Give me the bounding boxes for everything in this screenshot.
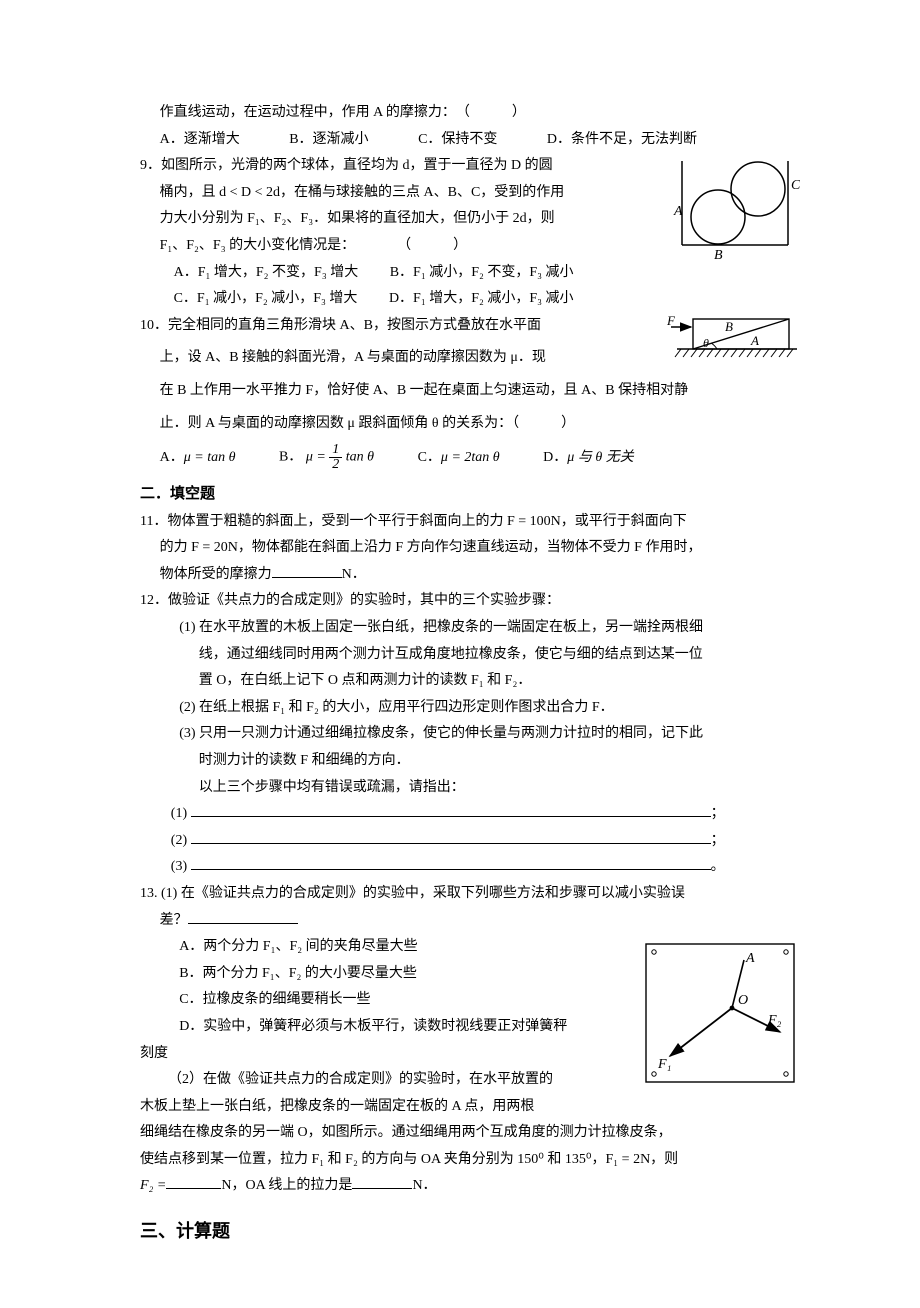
q8-opt-c[interactable]: C．保持不变	[418, 127, 497, 154]
q9-opts-row1: A．F₁ 增大，F₂ 不变，F₃ 增大 B．F₁ 减小，F₂ 不变，F₃ 减小	[174, 260, 800, 287]
q11-l1: 11．物体置于粗糙的斜面上，受到一个平行于斜面向上的力 F = 100N，或平行…	[140, 509, 800, 536]
q10-opt-a[interactable]: A．μ = tan θ	[160, 445, 236, 472]
q8-tail: 作直线运动，在运动过程中，作用 A 的摩擦力： （ ）	[160, 100, 800, 127]
q12-s1a: (1) 在水平放置的木板上固定一张白纸，把橡皮条的一端固定在板上，另一端拴两根细	[179, 615, 800, 642]
q9-opts-row2: C．F₁ 减小，F₂ 减小，F₃ 增大 D．F₁ 增大，F₂ 减小，F₃ 减小	[174, 286, 800, 313]
q13-p2c: 细绳结在橡皮条的另一端 O，如图所示。通过细绳用两个互成角度的测力计拉橡皮条，	[140, 1120, 800, 1147]
q10-fig-f: F	[666, 313, 676, 328]
q13-l1b: 差？	[160, 908, 800, 935]
q8-opt-a[interactable]: A．逐渐增大	[160, 127, 240, 154]
q12-s1c: 置 O，在白纸上记下 O 点和两测力计的读数 F₁ 和 F₂．	[199, 668, 800, 695]
q10-opt-d[interactable]: D．μ 与 θ 无关	[543, 445, 634, 472]
q13-p2e: F₂ =N，OA 线上的拉力是N．	[140, 1173, 800, 1200]
q9-fig-b: B	[714, 248, 723, 263]
q12-s3b: 时测力计的读数 F 和细绳的方向．	[199, 748, 800, 775]
q9: A B C 9．如图所示，光滑的两个球体，直径均为 d，置于一直径为 D 的圆 …	[140, 153, 800, 313]
q10-l3: 在 B 上作用一水平推力 F，恰好使 A、B 一起在桌面上匀速运动，且 A、B …	[160, 378, 800, 405]
q10-fig-a: A	[750, 333, 759, 348]
q9-figure: A B C	[670, 153, 800, 263]
q12: 12．做验证《共点力的合成定则》的实验时，其中的三个实验步骤： (1) 在水平放…	[140, 588, 800, 881]
q13-fig-a: A	[745, 951, 755, 966]
q9-opt-d[interactable]: D．F₁ 增大，F₂ 减小，F₃ 减小	[389, 286, 574, 313]
q10-opt-b[interactable]: B． μ = 12 tan θ	[279, 443, 374, 472]
q12-head: 12．做验证《共点力的合成定则》的实验时，其中的三个实验步骤：	[140, 588, 800, 615]
q11: 11．物体置于粗糙的斜面上，受到一个平行于斜面向上的力 F = 100N，或平行…	[140, 509, 800, 589]
q13-blank-f2[interactable]	[166, 1174, 221, 1189]
q12-blank2-line[interactable]	[191, 829, 711, 844]
q13: 13. (1) 在《验证共点力的合成定则》的实验中，采取下列哪些方法和步骤可以减…	[140, 881, 800, 1200]
q12-blank1-line[interactable]	[191, 802, 711, 817]
q13-l1: 13. (1) 在《验证共点力的合成定则》的实验中，采取下列哪些方法和步骤可以减…	[140, 881, 800, 908]
q9-fig-a: A	[673, 204, 683, 219]
q8-opt-d[interactable]: D．条件不足，无法判断	[547, 127, 697, 154]
q9-fig-c: C	[791, 178, 800, 193]
q13-fig-f2: F₂	[767, 1013, 782, 1028]
section-3-title: 三、计算题	[140, 1214, 800, 1248]
q12-s2: (2) 在纸上根据 F₁ 和 F₂ 的大小，应用平行四边形定则作图求出合力 F．	[179, 695, 800, 722]
q13-fig-f1: F₁	[657, 1057, 671, 1072]
q10-fig-b: B	[725, 319, 733, 334]
q13-p1-blank[interactable]	[188, 909, 298, 924]
q12-blank3-line[interactable]	[191, 855, 711, 870]
q11-l2: 的力 F = 20N，物体都能在斜面上沿力 F 方向作匀速直线运动，当物体不受力…	[160, 535, 800, 562]
q12-s1b: 线，通过细线同时用两个测力计互成角度地拉橡皮条，使它与细的结点到达某一位	[199, 642, 800, 669]
q12-blank2: (2) ；	[171, 828, 800, 855]
q11-blank[interactable]	[272, 563, 342, 578]
q12-s3a: (3) 只用一只测力计通过细绳拉橡皮条，使它的伸长量与两测力计拉时的相同，记下此	[179, 721, 800, 748]
q8-opt-b[interactable]: B．逐渐减小	[289, 127, 368, 154]
q13-fig-o: O	[738, 993, 748, 1008]
q10-fig-theta: θ	[703, 336, 709, 350]
section-2-title: 二．填空题	[140, 480, 800, 509]
q13-p2b: 木板上垫上一张白纸，把橡皮条的一端固定在板的 A 点，用两根	[140, 1094, 800, 1121]
q13-blank-oa[interactable]	[352, 1174, 412, 1189]
q12-blank1: (1) ；	[171, 801, 800, 828]
q10-opts: A．μ = tan θ B． μ = 12 tan θ C．μ = 2tan θ…	[160, 443, 800, 472]
q10-l4: 止．则 A 与桌面的动摩擦因数 μ 跟斜面倾角 θ 的关系为：（ ）	[160, 411, 800, 438]
q9-opt-c[interactable]: C．F₁ 减小，F₂ 减小，F₃ 增大	[174, 286, 358, 313]
q8-text: 作直线运动，在运动过程中，作用 A 的摩擦力： （ ）	[160, 105, 526, 120]
q11-l3: 物体所受的摩擦力N．	[160, 562, 800, 589]
q12-blank3: (3) 。	[171, 854, 800, 881]
q10-figure: F B A θ	[665, 313, 800, 368]
q10: F B A θ 10．完全相同的直角三角形滑块 A、B，按图示方式叠放在水平面 …	[140, 313, 800, 472]
q9-opt-b[interactable]: B．F₁ 减小，F₂ 不变，F₃ 减小	[390, 260, 574, 287]
q13-p2d: 使结点移到某一位置，拉力 F₁ 和 F₂ 的方向与 OA 夹角分别为 150⁰ …	[140, 1147, 800, 1174]
q10-opt-c[interactable]: C．μ = 2tan θ	[418, 445, 500, 472]
q13-figure: A O F₁ F₂	[640, 938, 800, 1088]
q9-opt-a[interactable]: A．F₁ 增大，F₂ 不变，F₃ 增大	[174, 260, 359, 287]
q12-tail: 以上三个步骤中均有错误或疏漏，请指出：	[199, 775, 800, 802]
q8-options: A．逐渐增大 B．逐渐减小 C．保持不变 D．条件不足，无法判断	[160, 127, 800, 154]
